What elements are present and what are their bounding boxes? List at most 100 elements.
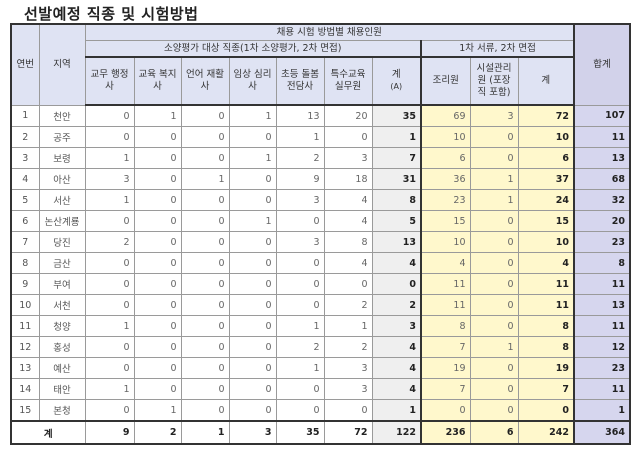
row-sum-a: 4 bbox=[371, 357, 422, 379]
row-value-b: 3 bbox=[469, 104, 519, 127]
row-value-b: 1 bbox=[469, 189, 519, 211]
row-region: 금산 bbox=[38, 252, 86, 274]
row-value-a: 1 bbox=[275, 126, 325, 148]
row-seq: 5 bbox=[10, 189, 40, 211]
row-value-a: 2 bbox=[84, 231, 135, 253]
row-value-b: 11 bbox=[420, 294, 471, 316]
header-col-a1: 교무 행정사 bbox=[84, 56, 135, 106]
row-value-a: 0 bbox=[84, 252, 135, 274]
row-value-a: 20 bbox=[323, 104, 373, 127]
row-value-a: 0 bbox=[228, 189, 277, 211]
totals-sum-b: 242 bbox=[517, 420, 575, 445]
row-value-a: 13 bbox=[275, 104, 325, 127]
row-seq: 8 bbox=[10, 252, 40, 274]
totals-value-a: 9 bbox=[84, 420, 135, 445]
row-value-a: 1 bbox=[275, 357, 325, 379]
row-sum-b: 19 bbox=[517, 357, 575, 379]
totals-value-b: 236 bbox=[420, 420, 471, 445]
row-value-b: 0 bbox=[469, 231, 519, 253]
row-sum-a: 1 bbox=[371, 399, 422, 422]
row-value-b: 6 bbox=[420, 147, 471, 169]
row-grand-total: 23 bbox=[573, 357, 631, 379]
row-value-a: 2 bbox=[323, 294, 373, 316]
row-grand-total: 1 bbox=[573, 399, 631, 422]
row-seq: 10 bbox=[10, 294, 40, 316]
row-value-a: 0 bbox=[180, 252, 230, 274]
row-value-a: 0 bbox=[180, 189, 230, 211]
row-value-a: 0 bbox=[133, 210, 182, 232]
row-sum-b: 7 bbox=[517, 378, 575, 400]
row-region: 예산 bbox=[38, 357, 86, 379]
row-sum-a: 1 bbox=[371, 126, 422, 148]
row-value-a: 1 bbox=[84, 147, 135, 169]
row-value-a: 2 bbox=[275, 147, 325, 169]
row-value-a: 0 bbox=[133, 168, 182, 190]
row-sum-a: 4 bbox=[371, 336, 422, 358]
row-value-a: 9 bbox=[275, 168, 325, 190]
page-title: 선발예정 직종 및 시험방법 bbox=[24, 5, 199, 23]
row-value-a: 4 bbox=[323, 210, 373, 232]
row-value-a: 0 bbox=[84, 294, 135, 316]
row-seq: 13 bbox=[10, 357, 40, 379]
row-sum-b: 11 bbox=[517, 294, 575, 316]
row-value-a: 0 bbox=[180, 231, 230, 253]
row-sum-b: 0 bbox=[517, 399, 575, 422]
header-col-a5: 초등 돌봄 전담사 bbox=[275, 56, 325, 106]
row-region: 태안 bbox=[38, 378, 86, 400]
row-value-a: 0 bbox=[133, 357, 182, 379]
row-seq: 6 bbox=[10, 210, 40, 232]
row-value-a: 0 bbox=[133, 336, 182, 358]
table-row: 1 천안 0 1 0 1 13 20 35 69 3 72 107 bbox=[10, 104, 631, 127]
header-sum-b: 계 bbox=[517, 56, 575, 106]
row-value-a: 0 bbox=[275, 378, 325, 400]
table-row: 2 공주 0 0 0 0 1 0 1 10 0 10 11 bbox=[10, 126, 631, 148]
row-sum-b: 15 bbox=[517, 210, 575, 232]
row-value-b: 1 bbox=[469, 168, 519, 190]
row-value-b: 0 bbox=[469, 210, 519, 232]
row-value-a: 2 bbox=[323, 336, 373, 358]
row-value-b: 19 bbox=[420, 357, 471, 379]
row-value-a: 1 bbox=[84, 315, 135, 337]
row-value-a: 1 bbox=[228, 104, 277, 127]
header-group-b: 1차 서류, 2차 면접 bbox=[419, 40, 575, 58]
totals-value-a: 2 bbox=[133, 420, 182, 445]
row-region: 서산 bbox=[38, 189, 86, 211]
row-value-a: 1 bbox=[84, 378, 135, 400]
totals-grand-total: 364 bbox=[573, 420, 631, 445]
row-sum-a: 7 bbox=[371, 147, 422, 169]
table-row: 3 보령 1 0 0 1 2 3 7 6 0 6 13 bbox=[10, 147, 631, 169]
row-value-b: 0 bbox=[469, 315, 519, 337]
row-value-a: 4 bbox=[323, 189, 373, 211]
row-value-a: 0 bbox=[180, 399, 230, 422]
row-value-b: 10 bbox=[420, 231, 471, 253]
row-grand-total: 13 bbox=[573, 147, 631, 169]
row-value-a: 0 bbox=[180, 294, 230, 316]
row-value-a: 0 bbox=[133, 189, 182, 211]
row-sum-b: 72 bbox=[517, 104, 575, 127]
row-value-b: 0 bbox=[469, 399, 519, 422]
row-seq: 12 bbox=[10, 336, 40, 358]
row-value-a: 0 bbox=[180, 147, 230, 169]
row-grand-total: 8 bbox=[573, 252, 631, 274]
totals-label: 계 bbox=[10, 420, 86, 445]
totals-value-a: 72 bbox=[323, 420, 373, 445]
row-sum-b: 6 bbox=[517, 147, 575, 169]
row-value-a: 0 bbox=[228, 168, 277, 190]
row-value-a: 0 bbox=[323, 399, 373, 422]
row-grand-total: 13 bbox=[573, 294, 631, 316]
row-value-a: 0 bbox=[228, 399, 277, 422]
row-value-b: 1 bbox=[469, 336, 519, 358]
row-value-a: 0 bbox=[84, 104, 135, 127]
header-grand-total: 합계 bbox=[573, 23, 631, 106]
table-row: 11 청양 1 0 0 0 1 1 3 8 0 8 11 bbox=[10, 315, 631, 337]
row-value-b: 36 bbox=[420, 168, 471, 190]
row-value-a: 0 bbox=[275, 210, 325, 232]
row-value-a: 0 bbox=[228, 315, 277, 337]
row-region: 보령 bbox=[38, 147, 86, 169]
row-grand-total: 11 bbox=[573, 315, 631, 337]
header-group-a: 소양평가 대상 직종(1차 소양평가, 2차 면접) bbox=[84, 40, 422, 58]
row-value-a: 4 bbox=[323, 252, 373, 274]
row-value-b: 0 bbox=[469, 294, 519, 316]
row-region: 논산계룡 bbox=[38, 210, 86, 232]
header-col-b1: 조리원 bbox=[420, 56, 471, 106]
